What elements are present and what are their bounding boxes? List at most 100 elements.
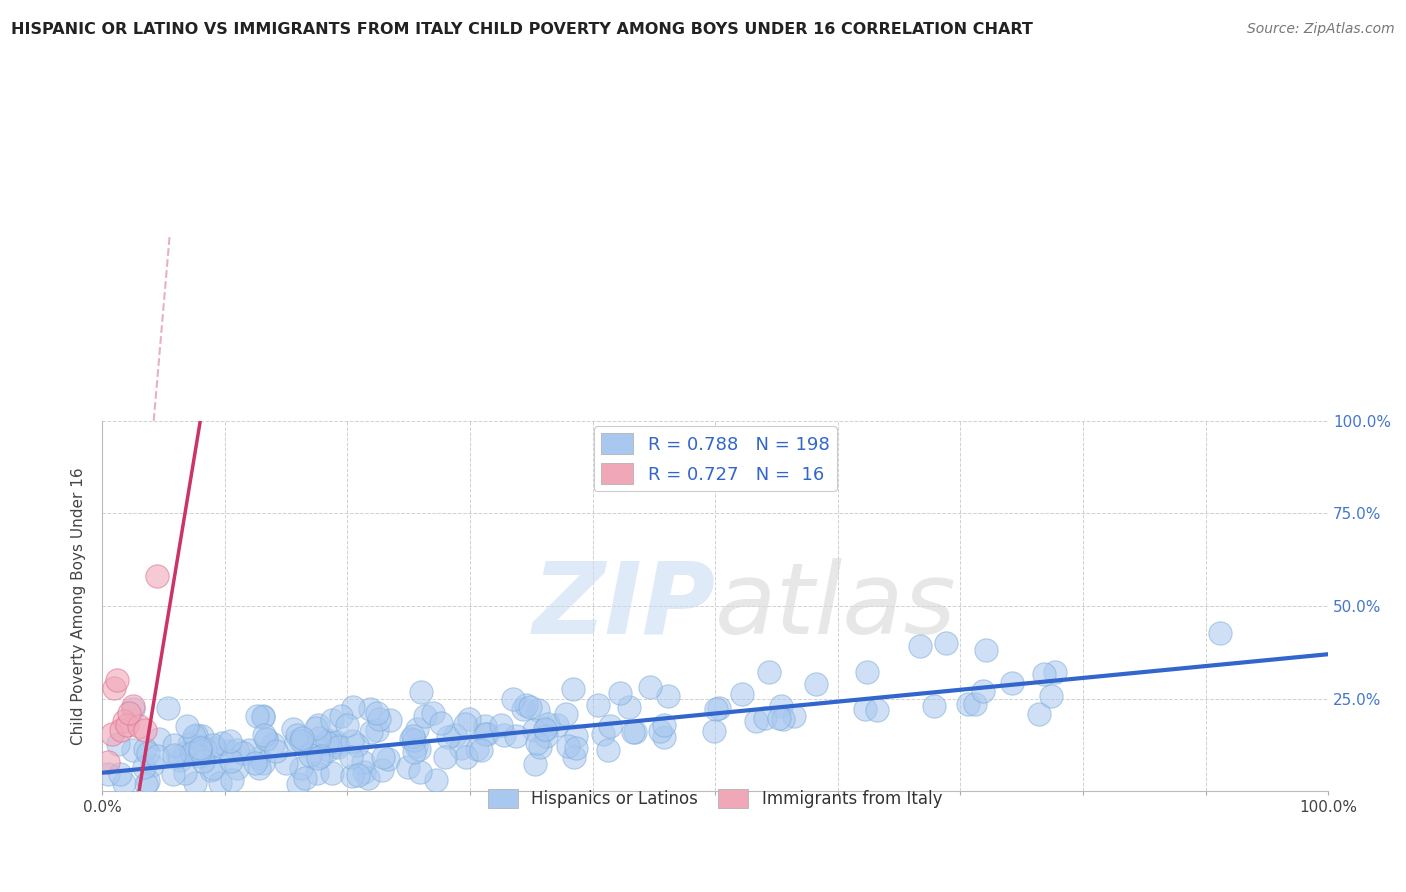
Point (326, 738, 349, 752)
Point (754, 711, 776, 725)
Point (305, 766, 328, 780)
Point (169, 753, 191, 767)
Point (623, 724, 645, 739)
Point (307, 751, 329, 765)
Point (908, 639, 931, 653)
Point (183, 776, 205, 790)
Point (648, 724, 671, 739)
Point (315, 736, 337, 750)
Point (409, 765, 432, 780)
Point (561, 681, 583, 696)
Point (112, 714, 135, 728)
Point (422, 706, 444, 720)
Point (965, 697, 987, 711)
Point (534, 730, 557, 744)
Point (474, 727, 496, 741)
Point (218, 744, 240, 758)
Legend: Hispanics or Latinos, Immigrants from Italy: Hispanics or Latinos, Immigrants from It… (481, 782, 949, 814)
Point (290, 733, 312, 747)
Point (309, 748, 332, 763)
Point (342, 769, 364, 783)
Point (146, 569, 169, 583)
Point (118, 706, 141, 721)
Point (621, 725, 644, 739)
Point (652, 718, 675, 732)
Point (176, 719, 198, 733)
Point (731, 688, 754, 702)
Point (934, 635, 956, 649)
Point (121, 743, 143, 757)
Point (326, 740, 349, 755)
Point (204, 740, 226, 755)
Point (138, 810, 160, 824)
Point (619, 700, 641, 714)
Point (98, 822, 121, 836)
Point (174, 766, 197, 780)
Point (262, 737, 284, 751)
Point (174, 746, 197, 760)
Point (758, 665, 780, 680)
Point (406, 722, 429, 736)
Point (295, 737, 318, 751)
Point (1045, 665, 1067, 679)
Point (208, 776, 231, 790)
Point (190, 729, 212, 743)
Point (167, 749, 190, 764)
Point (252, 710, 274, 724)
Point (425, 772, 447, 787)
Point (134, 723, 156, 738)
Point (353, 764, 375, 779)
Point (474, 719, 496, 733)
Point (298, 748, 321, 763)
Point (546, 717, 568, 731)
Point (188, 740, 211, 755)
Point (138, 746, 160, 760)
Point (489, 718, 512, 732)
Point (330, 708, 353, 723)
Point (232, 746, 254, 760)
Point (402, 745, 425, 759)
Point (470, 742, 492, 756)
Point (467, 742, 489, 756)
Point (396, 759, 419, 773)
Point (264, 744, 287, 758)
Point (183, 729, 205, 743)
Point (347, 767, 370, 781)
Point (201, 761, 224, 775)
Point (163, 738, 186, 752)
Text: Source: ZipAtlas.com: Source: ZipAtlas.com (1247, 22, 1395, 37)
Point (745, 714, 768, 728)
Point (218, 734, 240, 748)
Point (221, 754, 243, 768)
Point (290, 761, 312, 775)
Point (974, 642, 997, 657)
Point (957, 697, 980, 711)
Point (252, 756, 274, 770)
Point (177, 737, 200, 751)
Point (122, 702, 145, 716)
Point (368, 711, 391, 725)
Point (141, 757, 163, 772)
Point (512, 702, 534, 716)
Point (377, 751, 399, 765)
Text: atlas: atlas (716, 558, 957, 655)
Point (292, 737, 315, 751)
Point (156, 700, 179, 714)
Point (287, 728, 309, 742)
Point (253, 728, 276, 742)
Point (307, 718, 329, 732)
Point (191, 754, 214, 768)
Point (201, 738, 224, 752)
Point (238, 743, 260, 757)
Point (321, 714, 343, 728)
Point (108, 832, 131, 847)
Point (162, 767, 184, 781)
Point (405, 739, 427, 754)
Point (135, 777, 157, 791)
Point (97, 755, 120, 769)
Point (221, 773, 243, 788)
Point (515, 698, 537, 713)
Point (772, 712, 794, 726)
Point (134, 742, 156, 756)
Point (638, 681, 661, 695)
